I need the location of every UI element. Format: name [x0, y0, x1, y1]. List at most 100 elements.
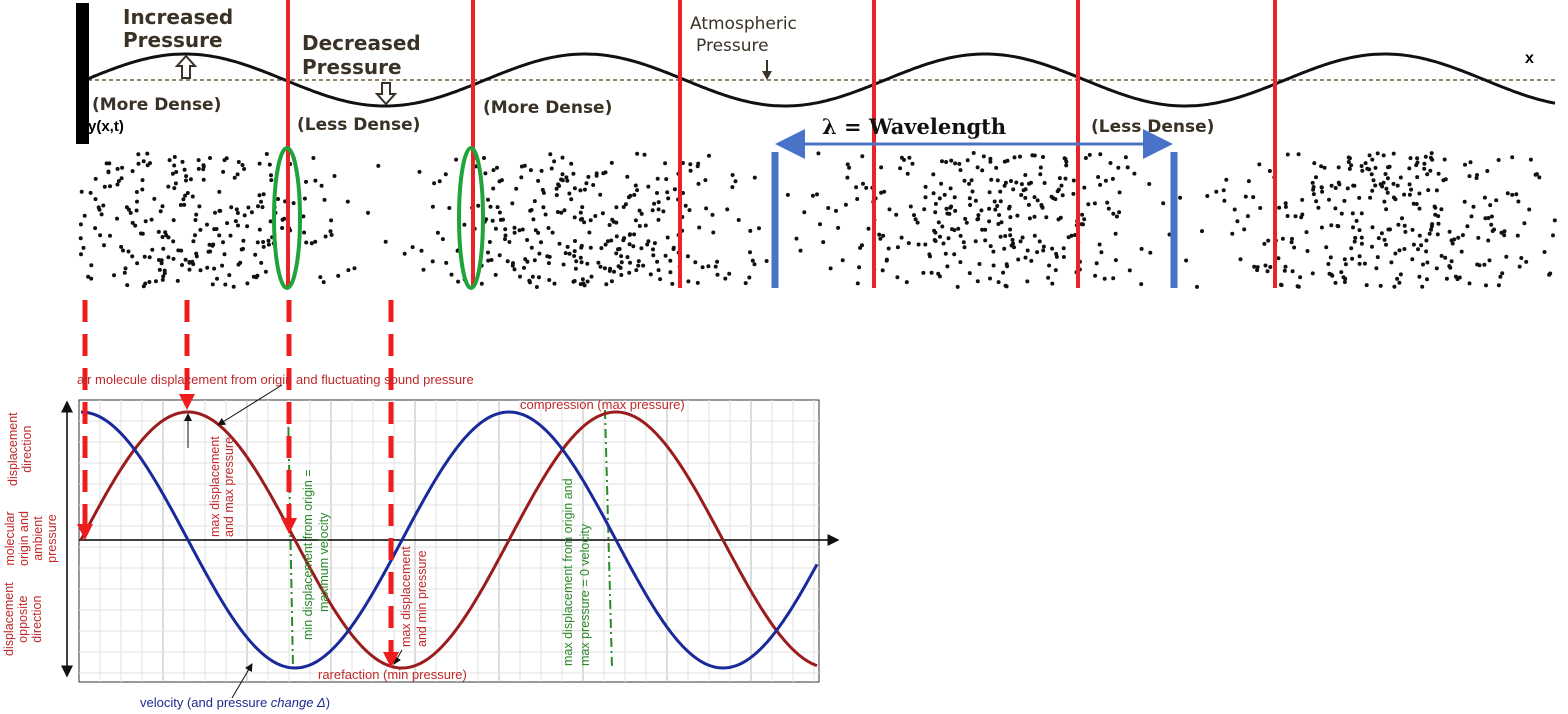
air-molecule	[1023, 173, 1028, 177]
air-molecule	[102, 243, 106, 248]
air-molecule	[579, 260, 584, 265]
air-molecule	[958, 233, 963, 238]
air-molecule	[1255, 265, 1260, 270]
air-molecule	[1393, 197, 1398, 202]
air-molecule	[86, 274, 91, 279]
air-molecule	[1125, 165, 1130, 170]
air-molecule	[249, 210, 254, 215]
air-molecule	[1380, 184, 1385, 189]
air-molecule	[1279, 282, 1283, 287]
air-molecule	[1010, 237, 1015, 242]
air-molecule	[1467, 174, 1472, 179]
air-molecule	[1008, 227, 1013, 232]
air-molecule	[1296, 284, 1301, 289]
air-molecule	[255, 273, 260, 278]
air-molecule	[217, 233, 222, 238]
air-molecule	[567, 251, 572, 256]
air-molecule	[194, 254, 199, 259]
air-molecule	[1148, 250, 1153, 255]
air-molecule	[939, 181, 944, 186]
air-molecule	[1456, 235, 1461, 240]
air-molecule	[193, 218, 198, 222]
air-molecule	[1453, 274, 1458, 279]
more-dense-label-1: (More Dense)	[92, 95, 222, 115]
air-molecule	[157, 267, 162, 272]
air-molecule	[1342, 198, 1347, 203]
air-molecule	[554, 193, 559, 198]
air-molecule	[1328, 255, 1333, 260]
air-molecule	[1359, 211, 1364, 216]
air-molecule	[1041, 155, 1045, 159]
air-molecule	[1283, 264, 1288, 269]
air-molecule	[1343, 262, 1348, 267]
air-molecule	[1016, 257, 1021, 262]
air-molecule	[1384, 186, 1389, 191]
air-molecule	[260, 205, 265, 210]
air-molecule	[995, 178, 1000, 183]
y-label-middle-line2: origin and	[17, 511, 31, 566]
air-molecule	[1381, 180, 1386, 185]
air-molecule	[1386, 165, 1390, 170]
air-molecule	[988, 159, 993, 164]
air-molecule	[843, 202, 848, 207]
air-molecule	[916, 242, 921, 247]
y-label-top-line1: displacement	[6, 412, 20, 486]
air-molecule	[136, 152, 141, 157]
air-molecule	[710, 212, 715, 217]
max-disp-min-pressure-label: max displacement and min pressure	[398, 546, 430, 647]
air-molecule	[711, 230, 716, 235]
air-molecule	[886, 246, 891, 251]
air-molecule	[1005, 158, 1010, 163]
air-molecule	[967, 181, 972, 186]
air-molecule	[610, 217, 615, 222]
air-molecule	[512, 225, 517, 230]
air-molecule	[836, 225, 841, 230]
air-molecule	[941, 241, 946, 246]
air-molecule	[845, 162, 850, 167]
air-molecule	[1080, 212, 1085, 217]
air-molecule	[208, 156, 212, 160]
air-molecule	[802, 210, 807, 215]
air-molecule	[1354, 218, 1359, 223]
air-molecule	[268, 219, 273, 224]
air-molecule	[945, 264, 950, 269]
air-molecule	[860, 243, 864, 248]
air-molecule	[652, 201, 657, 206]
air-molecule	[79, 252, 83, 257]
air-molecule	[220, 263, 225, 268]
air-molecule	[503, 233, 508, 238]
air-molecule	[1283, 201, 1288, 206]
air-molecule	[1214, 189, 1219, 194]
air-molecule	[696, 161, 701, 166]
air-molecule	[120, 165, 125, 170]
air-molecule	[574, 259, 579, 264]
air-molecule	[1060, 193, 1065, 198]
air-molecule	[750, 258, 755, 263]
drop-arrow-head-4	[383, 652, 399, 668]
air-molecule	[1086, 202, 1091, 207]
air-molecule	[560, 172, 565, 177]
air-molecule	[309, 241, 314, 246]
air-molecule	[97, 207, 102, 212]
air-molecule	[1029, 258, 1034, 263]
air-molecule	[1498, 274, 1503, 279]
air-molecule	[1106, 206, 1111, 211]
air-molecule	[1359, 241, 1364, 246]
air-molecule	[1195, 284, 1199, 289]
air-molecule	[1420, 284, 1425, 289]
air-molecule	[1409, 187, 1414, 192]
air-molecule	[1482, 262, 1487, 267]
air-molecule	[1038, 165, 1043, 170]
air-molecule	[1001, 270, 1006, 275]
air-molecule	[1548, 271, 1553, 276]
air-molecule	[269, 173, 273, 178]
air-molecule	[715, 259, 720, 264]
air-molecule	[541, 205, 546, 210]
air-molecule	[703, 178, 708, 183]
air-molecule	[1502, 229, 1507, 234]
air-molecule	[261, 192, 266, 197]
air-molecule	[631, 244, 636, 249]
velocity-label: velocity (and pressure change Δ)	[140, 695, 330, 710]
air-molecule	[840, 258, 845, 263]
